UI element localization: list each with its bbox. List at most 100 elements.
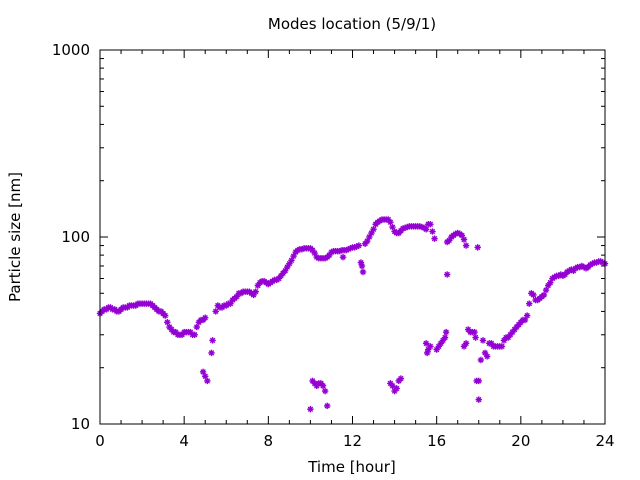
data-point [483,353,491,360]
x-tick-label: 8 [264,432,274,450]
data-point [202,373,209,380]
data-point [526,300,533,307]
data-point [475,377,482,385]
data-point [212,308,219,315]
data-point-stroke [398,375,404,382]
data-point-stroke [427,343,434,350]
data-point-stroke [431,235,438,242]
data-point-stroke [478,357,484,363]
data-point-stroke [168,326,175,333]
data-point [540,291,548,299]
data-point [387,218,394,226]
data-point [431,235,438,242]
data-point [252,288,259,295]
data-point [324,402,331,410]
data-point-stroke [356,242,362,249]
data-point [339,253,347,261]
data-point-stroke [427,221,434,227]
data-point [191,331,198,338]
data-point-stroke [252,288,259,295]
data-point-stroke [476,396,482,403]
data-point-stroke [423,226,429,232]
data-point [321,387,329,395]
data-point [209,337,216,344]
y-tick-labels: 10 100 1000 [52,41,90,433]
data-point-stroke [463,340,469,347]
data-point-stroke [488,340,495,347]
data-point [498,343,506,350]
data-point-stroke [360,269,366,275]
data-point [443,271,451,278]
data-point-stroke [187,329,194,335]
data-point-stroke [429,228,436,235]
data-point-stroke [311,250,318,256]
y-axis-label: Particle size [nm] [6,172,24,302]
data-point-stroke [482,350,488,356]
data-point-stroke [370,226,377,232]
x-tick-label: 0 [95,432,105,450]
data-point-stroke [318,380,324,387]
data-point [397,375,405,382]
data-point-stroke [480,337,486,344]
x-tick-label: 24 [595,432,614,450]
data-point-stroke [393,385,400,392]
data-point [319,382,327,390]
data-point [477,356,485,364]
data-point-stroke [340,254,346,260]
data-point [307,405,314,413]
data-point-stroke [209,337,216,344]
data-point-stroke [443,329,449,335]
data-point-stroke [173,329,179,335]
data-point [204,377,211,385]
data-point-stroke [541,292,547,298]
data-point-stroke [309,247,316,253]
data-point [355,242,363,249]
data-point-stroke [311,380,318,387]
data-point [427,221,434,228]
data-point-stroke [162,312,168,319]
data-point-stroke [359,263,365,269]
data-point-stroke [442,334,448,341]
data-point [460,236,468,243]
data-point [422,226,430,233]
data-point [458,232,466,239]
data-point [208,349,215,357]
data-point-stroke [204,378,211,384]
data-point-stroke [194,324,200,330]
data-point [162,312,169,319]
data-point [389,382,396,390]
data-point-stroke [389,224,396,230]
data-point-stroke [423,340,429,347]
data-point-stroke [459,232,465,239]
data-point-stroke [389,383,396,389]
data-point-stroke [208,350,215,356]
data-point-stroke [202,373,208,379]
data-point [164,319,171,326]
data-point-stroke [461,236,467,243]
data-point-stroke [444,271,450,278]
data-point-stroke [200,369,206,375]
x-tick-label: 4 [179,432,189,450]
data-point-stroke [202,315,208,321]
x-tick-label: 20 [511,432,530,450]
data-point-stroke [385,216,392,223]
data-point-stroke [322,388,328,394]
y-tick-label: 10 [71,415,90,433]
data-point-stroke [324,403,330,409]
data-point-stroke [476,378,482,384]
data-point-stroke [387,219,394,225]
data-point-stroke [166,324,173,330]
x-tick-label: 16 [427,432,446,450]
data-point-stroke [471,329,478,335]
data-point [462,242,470,249]
data-point-stroke [387,380,394,387]
y-tick-label: 100 [61,228,90,246]
data-point [462,340,470,347]
data-point [475,396,482,403]
data-point-stroke [212,308,219,315]
data-point [202,314,209,321]
data-point [530,291,537,299]
data-point [479,337,487,344]
data-point-stroke [524,312,530,319]
